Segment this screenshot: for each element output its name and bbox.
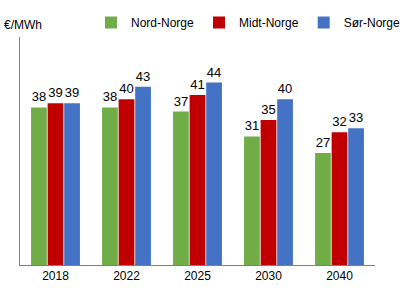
- svg-text:2022: 2022: [113, 269, 140, 283]
- svg-text:27: 27: [316, 135, 330, 150]
- svg-text:31: 31: [245, 118, 259, 133]
- svg-text:2018: 2018: [42, 269, 69, 283]
- svg-text:2030: 2030: [255, 269, 282, 283]
- svg-text:37: 37: [174, 94, 188, 109]
- svg-text:44: 44: [207, 65, 221, 80]
- svg-text:35: 35: [261, 102, 275, 117]
- svg-text:2040: 2040: [326, 269, 353, 283]
- svg-text:40: 40: [278, 81, 292, 96]
- svg-text:43: 43: [136, 69, 150, 84]
- svg-text:38: 38: [103, 89, 117, 104]
- svg-text:€/MWh: €/MWh: [4, 18, 42, 32]
- svg-text:33: 33: [349, 110, 363, 125]
- svg-text:38: 38: [32, 89, 46, 104]
- svg-text:40: 40: [119, 81, 133, 96]
- svg-text:Nord-Norge: Nord-Norge: [131, 16, 194, 30]
- svg-text:Sør-Norge: Sør-Norge: [344, 16, 400, 30]
- svg-text:39: 39: [65, 85, 79, 100]
- svg-text:Midt-Norge: Midt-Norge: [239, 16, 299, 30]
- svg-text:32: 32: [332, 114, 346, 129]
- svg-text:41: 41: [190, 77, 204, 92]
- svg-text:2025: 2025: [184, 269, 211, 283]
- svg-text:39: 39: [48, 85, 62, 100]
